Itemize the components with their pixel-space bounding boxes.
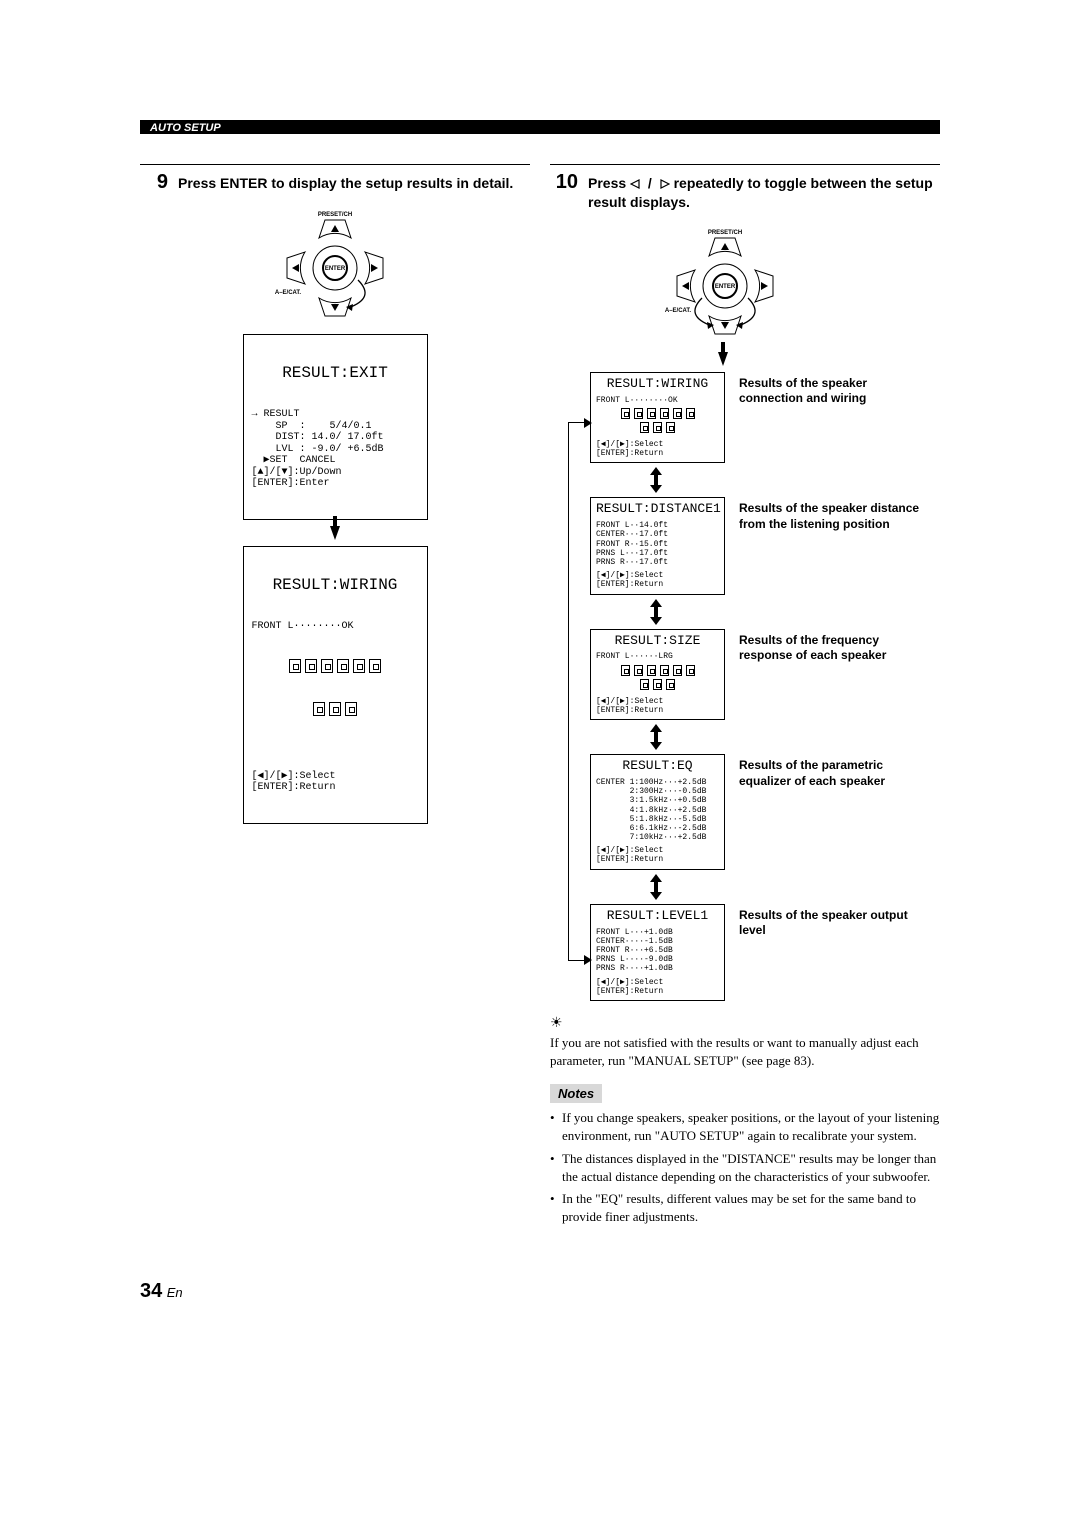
osd-title: RESULT:EXIT: [252, 364, 419, 382]
note-item: In the "EQ" results, different values ma…: [550, 1190, 940, 1226]
result-label: Results of the speaker output level: [739, 904, 924, 939]
step-text: Press ENTER to display the setup results…: [178, 171, 513, 194]
dpad-diagram: PRESET/CH A–E/CAT. ENTER: [660, 226, 790, 346]
osd-result-box: RESULT:SIZE FRONT L······LRG [◀]/[▶]:Selec…: [590, 629, 725, 721]
osd-footer: [◀]/[▶]:Select [ENTER]:Return: [596, 440, 719, 458]
result-label: Results of the frequency response of eac…: [739, 629, 924, 664]
osd-body: FRONT L···+1.0dB CENTER····-1.5dB FRONT …: [596, 928, 719, 974]
notes-list: If you change speakers, speaker position…: [550, 1109, 940, 1226]
svg-text:PRESET/CH: PRESET/CH: [708, 230, 742, 236]
osd-body: CENTER 1:100Hz···+2.5dB 2:300Hz···-0.5dB…: [596, 778, 719, 842]
left-arrow-icon: [630, 179, 644, 189]
step-number: 9: [140, 171, 168, 194]
note-item: If you change speakers, speaker position…: [550, 1109, 940, 1145]
osd-footer: [◀]/[▶]:Select [ENTER]:Return: [596, 571, 719, 589]
left-column: 9 Press ENTER to display the setup resul…: [140, 164, 530, 1230]
section-header-bar: AUTO SETUP: [140, 120, 940, 134]
page-footer: 34 En: [140, 1280, 183, 1303]
speaker-row-icon: [252, 702, 419, 716]
osd-title: RESULT:DISTANCE1: [596, 502, 719, 517]
speaker-row-icon: [596, 665, 719, 676]
notes-label: Notes: [550, 1084, 602, 1103]
osd-footer: [◀]/[▶]:Select [ENTER]:Return: [596, 697, 719, 715]
osd-footer: [◀]/[▶]:Select [ENTER]:Return: [596, 978, 719, 996]
svg-text:ENTER: ENTER: [325, 266, 346, 272]
tip-text: If you are not satisfied with the result…: [550, 1034, 940, 1070]
result-row: RESULT:EQ CENTER 1:100Hz···+2.5dB 2:300Hz…: [590, 754, 940, 870]
page-lang: En: [167, 1285, 183, 1300]
arrow-down-icon: [330, 526, 340, 540]
speaker-row-icon: [596, 408, 719, 419]
note-item: The distances displayed in the "DISTANCE…: [550, 1150, 940, 1186]
result-label: Results of the speaker distance from the…: [739, 497, 924, 532]
osd-result-wiring-large: RESULT:WIRING FRONT L········OK [◀]/[▶]:…: [243, 546, 428, 824]
osd-title: RESULT:EQ: [596, 759, 719, 774]
result-label: Results of the speaker connection and wi…: [739, 372, 924, 407]
speaker-row-icon: [252, 659, 419, 673]
page-content: AUTO SETUP 9 Press ENTER to display the …: [140, 120, 940, 1230]
osd-status: FRONT L········OK: [252, 621, 419, 633]
result-loop: RESULT:WIRING FRONT L········OK [◀]/[▶]:Se…: [550, 372, 940, 1001]
osd-result-box: RESULT:LEVEL1 FRONT L···+1.0dB CENTER····…: [590, 904, 725, 1001]
dpad-left-label: A–E/CAT.: [275, 290, 302, 296]
result-row: RESULT:LEVEL1 FRONT L···+1.0dB CENTER····…: [590, 904, 940, 1001]
svg-text:A–E/CAT.: A–E/CAT.: [665, 308, 692, 314]
result-row: RESULT:DISTANCE1 FRONT L··14.0ft CENTER··…: [590, 497, 940, 594]
osd-footer: [◀]/[▶]:Select [ENTER]:Return: [596, 846, 719, 864]
osd-title: RESULT:WIRING: [252, 576, 419, 594]
speaker-row-icon: [596, 679, 719, 690]
dpad-top-label: PRESET/CH: [318, 212, 352, 218]
dpad-diagram: PRESET/CH A–E/CAT.: [270, 208, 400, 328]
arrow-updown-icon: [650, 876, 662, 898]
osd-body: FRONT L········OK: [596, 396, 719, 405]
osd-body: FRONT L··14.0ft CENTER···17.0ft FRONT R·…: [596, 521, 719, 567]
result-row: RESULT:SIZE FRONT L······LRG [◀]/[▶]:Selec…: [590, 629, 940, 721]
osd-footer: [◀]/[▶]:Select [ENTER]:Return: [252, 771, 419, 794]
osd-body: → RESULT SP : 5/4/0.1 DIST: 14.0/ 17.0ft…: [252, 409, 419, 490]
osd-title: RESULT:WIRING: [596, 377, 719, 392]
page-number: 34: [140, 1280, 162, 1302]
step-text: Press / repeatedly to toggle between the…: [588, 171, 940, 212]
svg-text:ENTER: ENTER: [715, 284, 736, 290]
right-column: 10 Press / repeatedly to toggle between …: [550, 164, 940, 1230]
arrow-down-icon: [718, 352, 728, 366]
arrow-updown-icon: [650, 726, 662, 748]
result-row: RESULT:WIRING FRONT L········OK [◀]/[▶]:Se…: [590, 372, 940, 464]
tip-icon: ☀: [550, 1015, 940, 1032]
step-10: 10 Press / repeatedly to toggle between …: [550, 171, 940, 212]
osd-title: RESULT:SIZE: [596, 634, 719, 649]
right-arrow-icon: [656, 179, 670, 189]
result-label: Results of the parametric equalizer of e…: [739, 754, 924, 789]
step-9: 9 Press ENTER to display the setup resul…: [140, 171, 530, 194]
osd-body: FRONT L······LRG: [596, 652, 719, 661]
osd-result-box: RESULT:WIRING FRONT L········OK [◀]/[▶]:Se…: [590, 372, 725, 464]
arrow-updown-icon: [650, 469, 662, 491]
osd-title: RESULT:LEVEL1: [596, 909, 719, 924]
step-number: 10: [550, 171, 578, 212]
osd-result-exit: RESULT:EXIT → RESULT SP : 5/4/0.1 DIST: …: [243, 334, 428, 520]
arrow-updown-icon: [650, 601, 662, 623]
osd-result-box: RESULT:EQ CENTER 1:100Hz···+2.5dB 2:300Hz…: [590, 754, 725, 870]
speaker-row-icon: [596, 422, 719, 433]
osd-result-box: RESULT:DISTANCE1 FRONT L··14.0ft CENTER··…: [590, 497, 725, 594]
section-label: AUTO SETUP: [144, 120, 227, 136]
